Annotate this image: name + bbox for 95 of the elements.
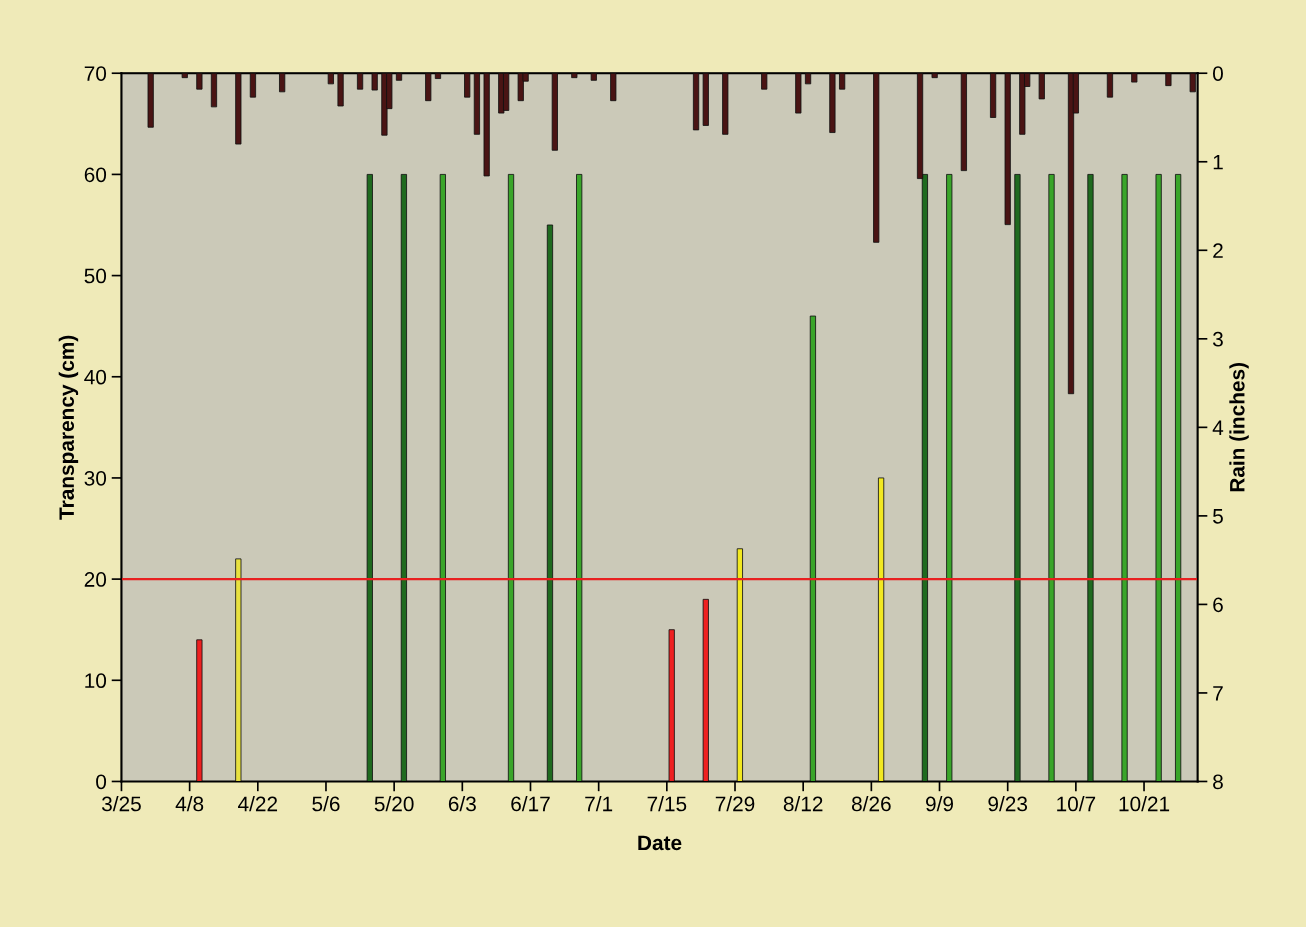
x-tick-label: 8/26 — [851, 796, 891, 812]
bar — [804, 73, 812, 85]
bar — [692, 73, 700, 131]
y-tick-label: 60 — [84, 167, 107, 183]
bar — [989, 73, 997, 118]
x-tick-label: 5/6 — [312, 796, 340, 812]
bar — [960, 73, 967, 172]
y2-tick-label: 2 — [1213, 243, 1223, 258]
y-tick-label: 20 — [84, 572, 107, 587]
bar — [1189, 73, 1196, 93]
y2-tick-label: 3 — [1212, 331, 1223, 347]
bar — [1155, 173, 1162, 782]
bar — [464, 73, 471, 98]
bar — [507, 173, 515, 782]
bar — [210, 73, 218, 108]
bar — [809, 315, 817, 782]
bar — [668, 629, 675, 782]
bar — [337, 73, 344, 107]
bar — [147, 73, 154, 128]
bar — [571, 73, 578, 79]
y-tick-label: 10 — [85, 673, 107, 689]
bar — [722, 73, 729, 135]
x-tick-label: 10/7 — [1057, 796, 1096, 812]
bar — [181, 73, 188, 79]
x-tick-label: 4/22 — [238, 796, 278, 812]
x-tick-label: 5/20 — [374, 796, 414, 812]
y-tick-label: 50 — [84, 268, 107, 284]
bar — [1014, 173, 1021, 782]
bar — [702, 598, 709, 782]
y2-tick-label: 8 — [1213, 774, 1223, 790]
bar — [473, 73, 481, 135]
x-tick-label: 6/17 — [511, 796, 550, 812]
y2-tick-label: 5 — [1213, 509, 1223, 524]
y-tick-label: 0 — [96, 774, 107, 790]
x-tick-label: 3/25 — [101, 796, 141, 812]
bar — [327, 73, 334, 85]
bar — [546, 224, 554, 782]
bar — [1004, 73, 1011, 226]
bar — [1175, 173, 1182, 782]
bar — [590, 73, 597, 81]
bar — [1106, 73, 1114, 98]
x-tick-label: 7/29 — [715, 796, 755, 812]
x-tick-label: 10/21 — [1119, 796, 1170, 812]
y2-axis-title: Rain (inches) — [1229, 362, 1249, 492]
bar — [551, 73, 558, 151]
x-tick-label: 9/23 — [988, 796, 1028, 812]
x-axis-title: Date — [638, 835, 682, 851]
bar — [829, 73, 836, 133]
y2-tick-label: 1 — [1213, 154, 1223, 170]
bar — [873, 73, 880, 243]
y2-tick-label: 7 — [1213, 686, 1223, 701]
bar — [1087, 173, 1094, 782]
bar — [736, 548, 743, 782]
bar — [839, 73, 846, 90]
bar — [235, 558, 242, 782]
y2-tick-label: 0 — [1213, 66, 1223, 81]
bar — [877, 477, 885, 782]
y2-tick-label: 6 — [1213, 597, 1223, 613]
bar — [279, 73, 286, 93]
bar — [610, 73, 617, 102]
bar — [931, 73, 938, 79]
y-tick-label: 30 — [84, 470, 107, 486]
bar — [1067, 73, 1075, 395]
y-axis-title: Transparency (cm) — [58, 335, 79, 520]
x-tick-label: 8/12 — [783, 796, 823, 812]
bar — [1048, 173, 1055, 782]
bar — [366, 173, 373, 782]
bar — [356, 73, 364, 90]
y2-tick-label: 4 — [1212, 420, 1224, 435]
bar — [196, 73, 203, 90]
bar — [249, 73, 257, 98]
bar — [795, 73, 802, 114]
bar — [946, 173, 953, 782]
y-tick-label: 70 — [84, 66, 107, 81]
bar — [400, 173, 407, 782]
bar — [702, 73, 709, 126]
bar — [1038, 73, 1045, 100]
bar — [1121, 173, 1128, 782]
bar — [196, 639, 203, 782]
bar — [235, 73, 242, 145]
x-tick-label: 7/15 — [647, 796, 687, 812]
x-tick-label: 7/1 — [585, 796, 613, 812]
bar — [1131, 73, 1138, 83]
bar — [1165, 73, 1172, 87]
y-tick-label: 40 — [84, 369, 107, 385]
bar — [371, 73, 378, 91]
bar — [483, 73, 490, 177]
bar — [395, 73, 403, 81]
bar — [425, 73, 432, 102]
x-tick-label: 6/3 — [448, 796, 476, 812]
bar — [439, 173, 446, 782]
x-tick-label: 4/8 — [175, 796, 204, 812]
bar — [576, 173, 583, 782]
x-tick-label: 9/9 — [926, 796, 954, 812]
bar — [761, 73, 768, 90]
